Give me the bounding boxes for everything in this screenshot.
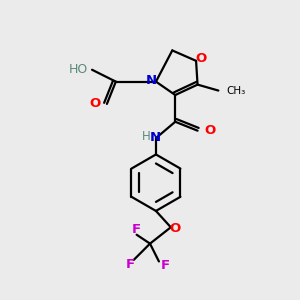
Text: H: H bbox=[142, 130, 151, 143]
Text: F: F bbox=[132, 223, 141, 236]
Text: N: N bbox=[150, 131, 161, 144]
Text: N: N bbox=[145, 74, 157, 87]
Text: HO: HO bbox=[68, 63, 88, 76]
Text: O: O bbox=[204, 124, 215, 137]
Text: O: O bbox=[90, 98, 101, 110]
Text: F: F bbox=[126, 258, 135, 271]
Text: F: F bbox=[160, 260, 170, 272]
Text: O: O bbox=[169, 222, 181, 235]
Text: O: O bbox=[196, 52, 207, 65]
Text: CH₃: CH₃ bbox=[227, 85, 246, 96]
